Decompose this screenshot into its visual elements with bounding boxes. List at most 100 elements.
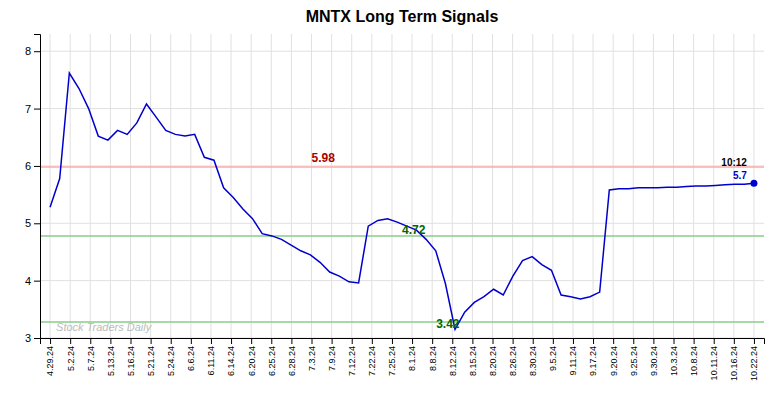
y-axis-line: [34, 35, 41, 339]
chart: MNTX Long Term Signals4.29.245.2.245.7.2…: [0, 0, 784, 398]
y-tick-label: 8: [25, 45, 31, 57]
x-tick: 10.22.24: [749, 338, 759, 381]
grid-line: [452, 34, 453, 338]
x-tick-mark: [412, 338, 413, 344]
x-tick: 7.25.24: [387, 338, 397, 376]
x-tick: 10.3.24: [669, 338, 679, 376]
x-tick-mark: [231, 338, 232, 344]
x-tick-mark: [754, 338, 755, 344]
grid-line: [251, 34, 252, 338]
x-tick-label: 5.13.24: [106, 346, 116, 376]
x-tick: 8.8.24: [428, 338, 438, 371]
x-tick: 8.12.24: [448, 338, 458, 376]
x-tick: 8.20.24: [488, 338, 498, 376]
x-tick: 5.24.24: [166, 338, 176, 376]
x-tick-label: 5.24.24: [166, 346, 176, 376]
x-tick: 9.17.24: [588, 338, 598, 376]
x-tick-mark: [191, 338, 192, 344]
x-tick-mark: [131, 338, 132, 344]
x-tick-label: 9.20.24: [609, 346, 619, 376]
x-tick: 9.30.24: [649, 338, 659, 376]
x-tick: 7.12.24: [347, 338, 357, 376]
x-tick: 9.5.24: [548, 338, 558, 371]
grid-line: [50, 34, 51, 338]
grid-line: [351, 34, 352, 338]
x-tick-mark: [674, 338, 675, 344]
grid-line: [130, 34, 131, 338]
x-tick-mark: [392, 338, 393, 344]
y-tick: 6: [25, 160, 40, 172]
grid-line: [371, 34, 372, 338]
x-tick-label: 7.22.24: [367, 346, 377, 376]
x-tick-label: 10.3.24: [669, 346, 679, 376]
x-tick-mark: [493, 338, 494, 344]
x-tick-mark: [472, 338, 473, 344]
annotation: 3.42: [436, 317, 460, 331]
x-tick: 8.15.24: [468, 338, 478, 376]
x-tick-mark: [171, 338, 172, 344]
last-label: 10:12: [721, 157, 747, 168]
grid-line: [572, 34, 573, 338]
x-tick-label: 9.5.24: [548, 346, 558, 371]
x-tick-label: 7.3.24: [307, 346, 317, 371]
y-tick-label: 3: [25, 332, 31, 344]
price-line: [50, 73, 754, 329]
x-tick-label: 5.21.24: [146, 346, 156, 376]
grid: [40, 34, 764, 338]
x-tick-mark: [271, 338, 272, 344]
x-tick-label: 4.29.24: [45, 346, 55, 376]
grid-line: [40, 165, 764, 166]
x-tick: 8.26.24: [508, 338, 518, 376]
grid-line: [512, 34, 513, 338]
x-tick-mark: [151, 338, 152, 344]
x-tick-mark: [513, 338, 514, 344]
grid-line: [40, 51, 764, 52]
y-axis: 345678: [25, 35, 41, 345]
grid-line: [40, 280, 764, 281]
x-tick-mark: [110, 338, 111, 344]
x-tick: 5.16.24: [126, 338, 136, 376]
x-tick-label: 9.30.24: [649, 346, 659, 376]
x-tick-label: 9.25.24: [629, 346, 639, 376]
x-axis-line: [41, 339, 765, 345]
x-tick: 5.21.24: [146, 338, 156, 376]
grid-line: [70, 34, 71, 338]
x-tick-mark: [251, 338, 252, 344]
x-tick-label: 6.25.24: [267, 346, 277, 376]
grid-line: [210, 34, 211, 338]
y-tick-label: 4: [25, 275, 31, 287]
x-tick: 5.7.24: [86, 338, 96, 371]
x-tick-label: 6.14.24: [226, 346, 236, 376]
x-tick-label: 6.20.24: [247, 346, 257, 376]
x-tick-label: 9.11.24: [568, 346, 578, 375]
grid-line: [110, 34, 111, 338]
x-tick-mark: [593, 338, 594, 344]
x-tick-label: 8.26.24: [508, 346, 518, 376]
x-tick: 9.25.24: [629, 338, 639, 376]
plot-area: [40, 73, 764, 329]
reference-line: [40, 166, 764, 168]
grid-line: [190, 34, 191, 338]
grid-line: [271, 34, 272, 338]
x-tick: 10.16.24: [729, 338, 739, 381]
x-tick-mark: [432, 338, 433, 344]
x-tick-label: 6.11.24: [206, 346, 216, 375]
watermark: Stock Traders Daily: [56, 321, 153, 333]
grid-line: [40, 108, 764, 109]
x-tick: 6.6.24: [186, 338, 196, 371]
y-tick: 8: [25, 45, 40, 57]
grid-line: [391, 34, 392, 338]
grid-line: [90, 34, 91, 338]
y-tick-mark: [34, 166, 40, 167]
grid-line: [311, 34, 312, 338]
x-tick-mark: [573, 338, 574, 344]
y-tick-mark: [34, 51, 40, 52]
grid-line: [492, 34, 493, 338]
grid-line: [532, 34, 533, 338]
y-tick: 3: [25, 332, 40, 344]
y-tick-label: 7: [25, 103, 31, 115]
x-tick: 9.20.24: [609, 338, 619, 376]
x-tick: 6.28.24: [287, 338, 297, 376]
x-tick-label: 5.7.24: [86, 346, 96, 371]
x-tick-label: 10.22.24: [749, 346, 759, 381]
